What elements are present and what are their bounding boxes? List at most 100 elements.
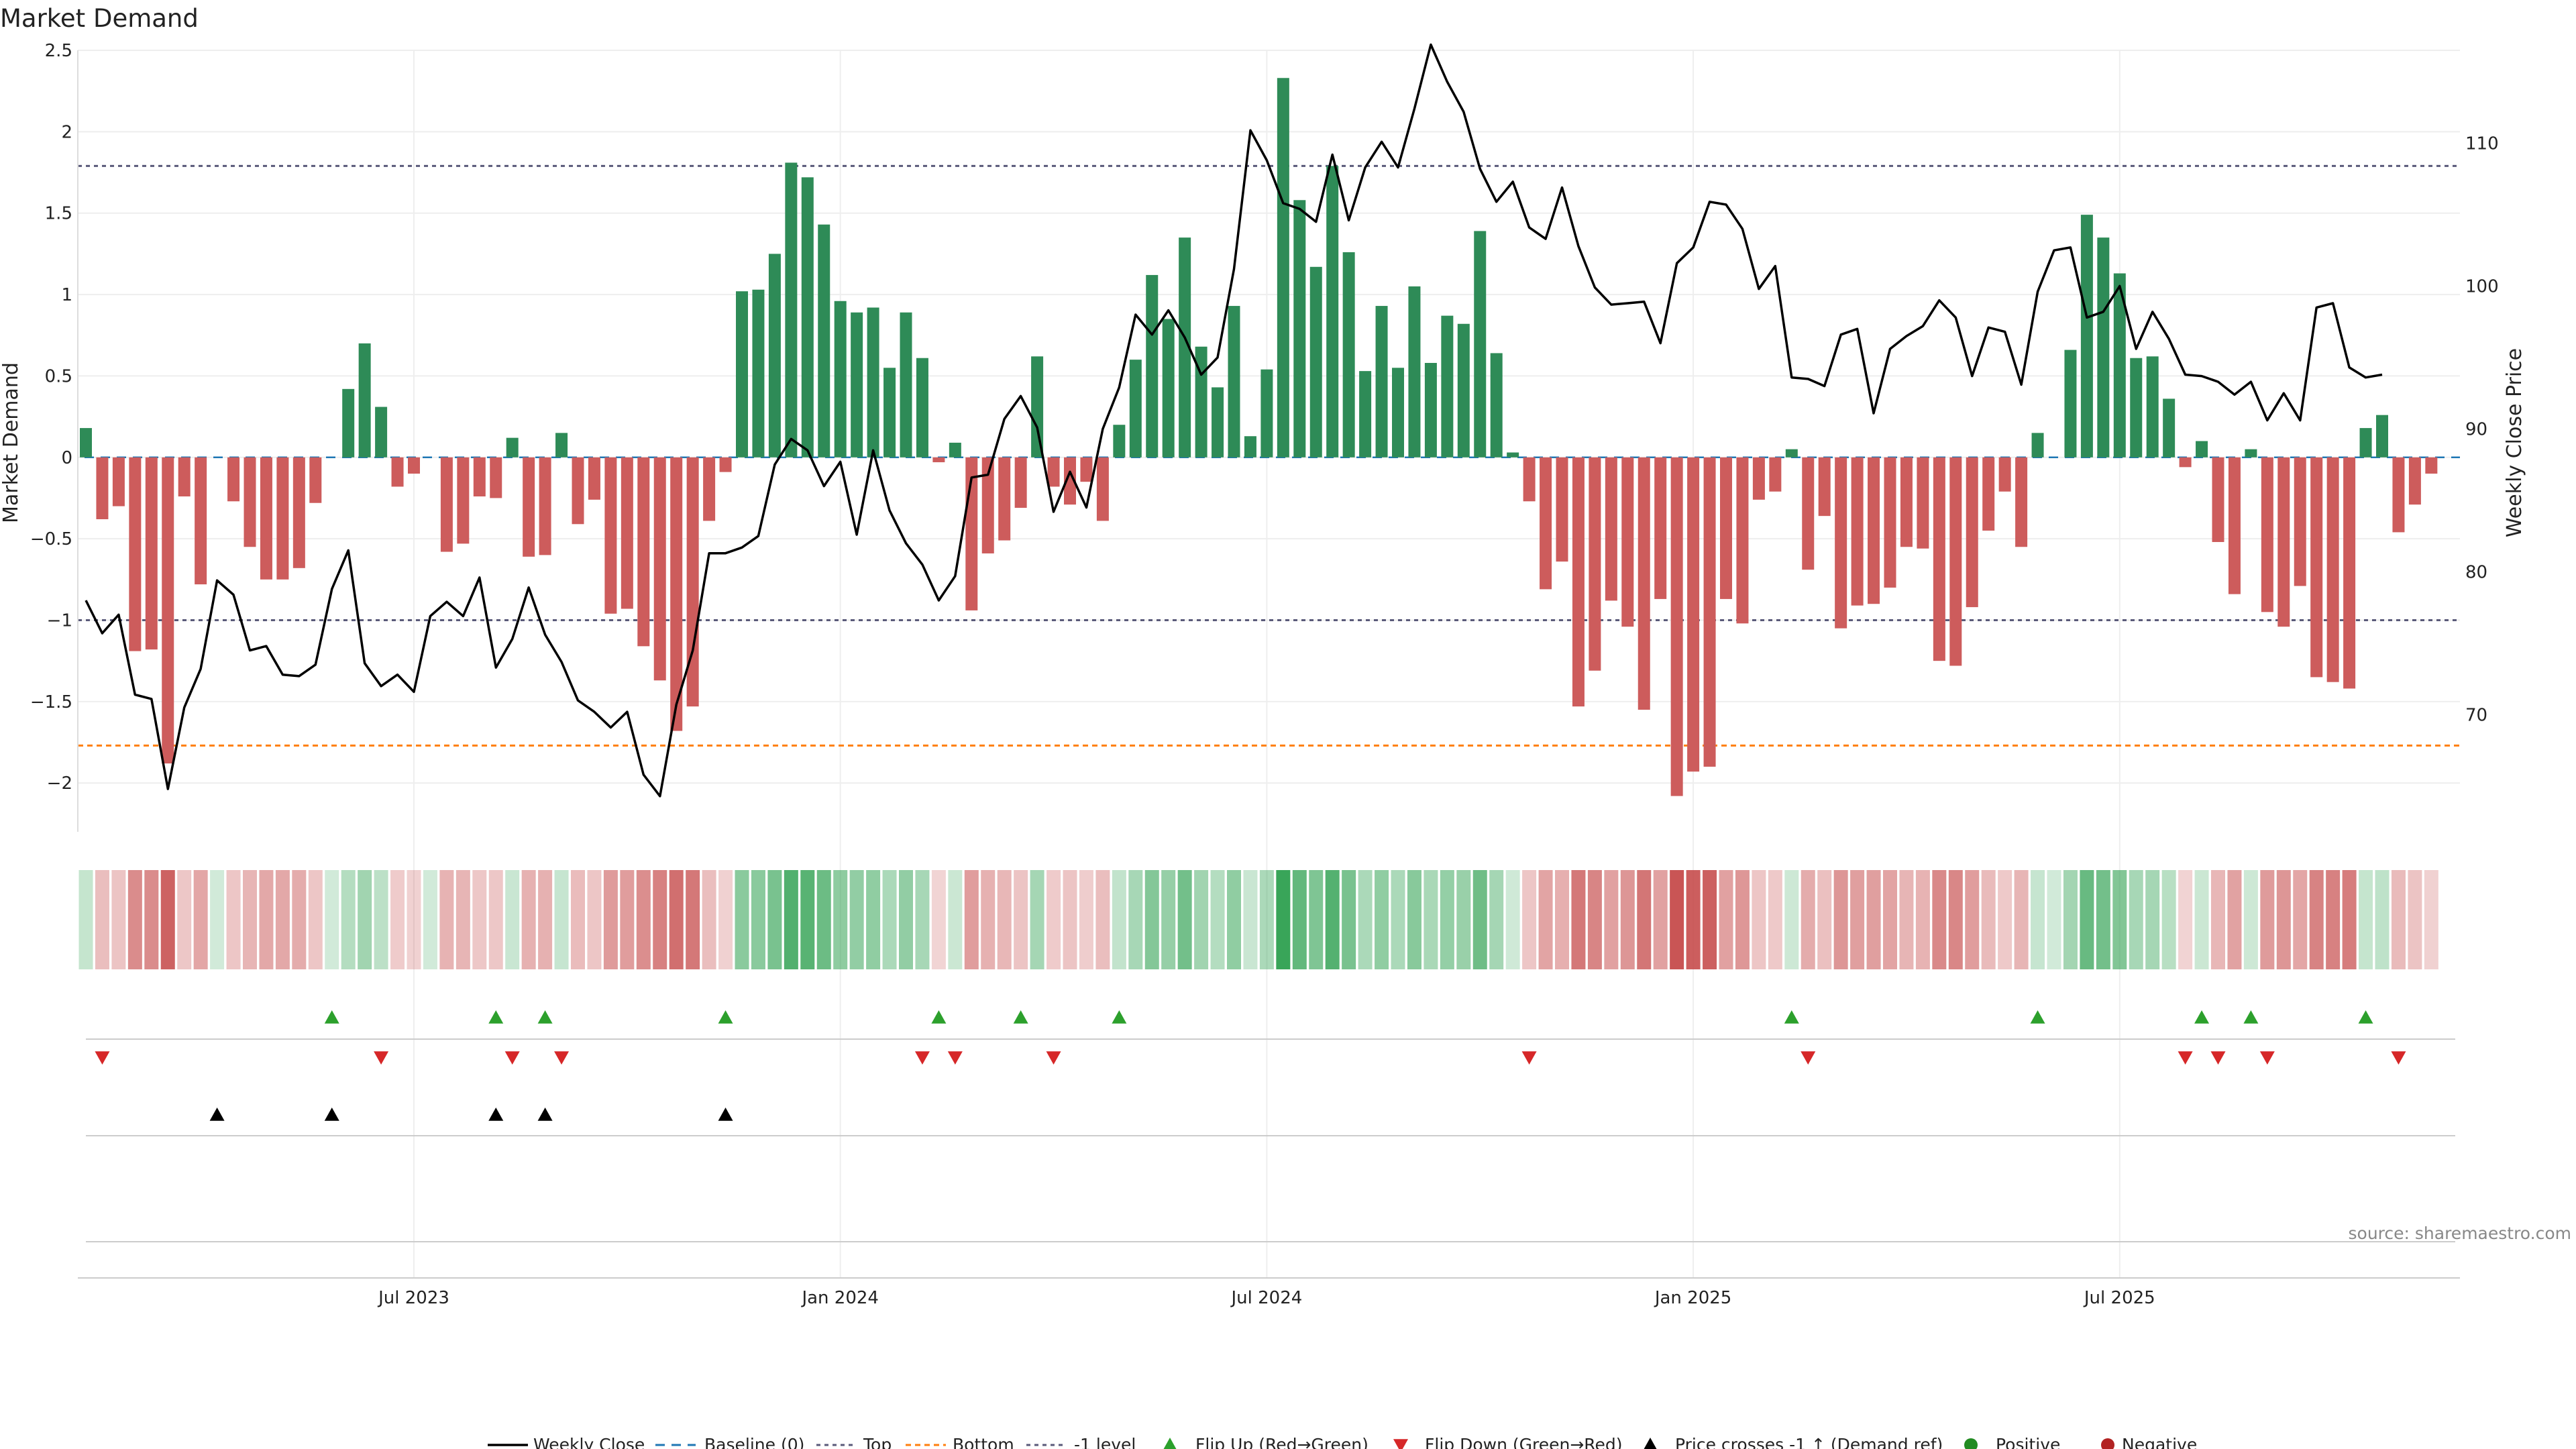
negative-demand-bar <box>1949 457 1962 666</box>
positive-demand-bar <box>1424 363 1437 458</box>
x-tick-label: Jul 2024 <box>1230 1288 1302 1308</box>
negative-demand-bar <box>1982 457 1995 531</box>
heat-cell <box>505 870 520 969</box>
negative-demand-bar <box>2310 457 2323 678</box>
negative-demand-bar <box>1884 457 1896 588</box>
positive-demand-bar <box>2245 449 2257 458</box>
heat-cell <box>1998 870 2012 969</box>
negative-demand-bar <box>523 457 535 557</box>
heat-cell <box>1833 870 1848 969</box>
heat-cell <box>1686 870 1701 969</box>
reference-lines <box>78 164 2460 747</box>
heat-cell <box>1620 870 1635 969</box>
positive-demand-bar <box>2146 356 2159 458</box>
flip-down-marker <box>2178 1051 2193 1065</box>
negative-demand-bar <box>145 457 158 650</box>
flip-up-marker <box>2030 1010 2045 1024</box>
heat-cell <box>1817 870 1832 969</box>
heat-cell <box>1407 870 1421 969</box>
positive-demand-bar <box>358 343 371 458</box>
positive-demand-bar <box>1228 306 1240 458</box>
demand-heat-strip <box>78 870 2438 969</box>
heat-cell <box>1161 870 1176 969</box>
heat-cell <box>1325 870 1340 969</box>
heat-cell <box>341 870 356 969</box>
x-tick-label: Jan 2025 <box>1654 1288 1732 1308</box>
flip-down-marker <box>1046 1051 1061 1065</box>
positive-demand-bar <box>1375 306 1388 458</box>
positive-demand-bar <box>834 301 847 458</box>
heat-cell <box>653 870 667 969</box>
heat-cell <box>882 870 897 969</box>
heat-cell <box>1472 870 1487 969</box>
negative-demand-bar <box>440 457 453 552</box>
negative-demand-bar <box>1572 457 1585 707</box>
heat-cell <box>1604 870 1619 969</box>
flip-down-marker <box>947 1051 963 1065</box>
negative-demand-bar <box>309 457 322 503</box>
weekly-close-series <box>85 43 2383 798</box>
positive-demand-bar <box>801 177 814 458</box>
heat-cell <box>1784 870 1799 969</box>
heat-cell <box>1505 870 1520 969</box>
demand-bars <box>80 78 2438 796</box>
y2-tick-label: 100 <box>2465 276 2499 297</box>
negative-demand-bar <box>473 457 486 497</box>
y-tick-label: −1 <box>47 610 72 631</box>
negative-demand-bar <box>572 457 584 525</box>
heat-cell <box>1850 870 1865 969</box>
positive-demand-bar <box>1146 274 1159 458</box>
heat-cell <box>735 870 749 969</box>
heat-cell <box>292 870 307 969</box>
heat-cell <box>931 870 946 969</box>
legend-label: Baseline (0) <box>704 1435 804 1449</box>
heat-cell <box>2293 870 2308 969</box>
positive-demand-bar <box>1441 315 1454 458</box>
heat-cell <box>1555 870 1569 969</box>
positive-demand-bar <box>916 358 928 458</box>
heat-cell <box>2112 870 2127 969</box>
positive-demand-bar <box>1195 346 1208 458</box>
negative-demand-bar <box>1966 457 1978 608</box>
heat-cell <box>800 870 815 969</box>
heat-cell <box>2243 870 2258 969</box>
negative-demand-bar <box>1556 457 1568 562</box>
heat-cell <box>325 870 339 969</box>
heat-cell <box>2096 870 2110 969</box>
negative-demand-bar <box>1752 457 1765 500</box>
heat-cell <box>111 870 126 969</box>
legend-negative-swatch <box>2101 1438 2114 1449</box>
positive-demand-bar <box>2064 350 2077 458</box>
heat-cell <box>2424 870 2438 969</box>
legend-label: Flip Down (Green→Red) <box>1425 1435 1623 1449</box>
heat-cell <box>2145 870 2160 969</box>
heat-cell <box>686 870 700 969</box>
heat-cell <box>193 870 208 969</box>
positive-demand-bar <box>342 388 355 458</box>
negative-demand-bar <box>1605 457 1617 601</box>
heat-cell <box>1703 870 1717 969</box>
flip-up-marker <box>488 1010 504 1024</box>
heat-cell <box>2375 870 2390 969</box>
price-cross-marker <box>324 1108 339 1121</box>
negative-demand-bar <box>490 457 502 498</box>
flip-down-marker <box>914 1051 930 1065</box>
negative-demand-bar <box>162 457 174 764</box>
axes: −2 −1.5 −1 −0.5 0 0.5 1 1.5 2 2.5 70 80 90 100 110 Jul … <box>30 41 2499 1308</box>
heat-cell <box>2161 870 2176 969</box>
negative-demand-bar <box>1818 457 1831 517</box>
heat-cell <box>2129 870 2143 969</box>
price-cross-marker <box>209 1108 225 1121</box>
negative-demand-bar <box>1835 457 1847 629</box>
positive-demand-bar <box>375 407 388 458</box>
negative-demand-bar <box>653 457 666 681</box>
heat-cell <box>226 870 241 969</box>
heat-cell <box>144 870 159 969</box>
heat-cell <box>538 870 553 969</box>
heat-cell <box>2309 870 2324 969</box>
positive-demand-bar <box>949 442 961 458</box>
chart-title: Market Demand <box>0 4 199 33</box>
heat-cell <box>554 870 569 969</box>
heat-cell <box>1358 870 1373 969</box>
heat-cell <box>423 870 437 969</box>
